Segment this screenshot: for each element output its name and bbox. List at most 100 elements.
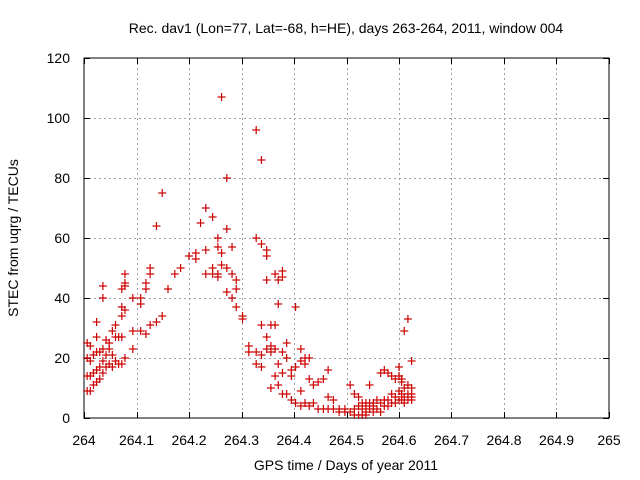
data-point: [314, 378, 323, 386]
data-point: [141, 285, 150, 293]
data-point: [217, 93, 226, 101]
x-tick-label: 264.8: [486, 432, 521, 448]
data-point: [111, 321, 120, 329]
data-point: [117, 312, 126, 320]
data-point: [257, 240, 266, 248]
data-point: [228, 294, 237, 302]
x-axis-label: GPS time / Days of year 2011: [254, 457, 438, 473]
data-point: [128, 327, 137, 335]
data-point: [252, 348, 261, 356]
data-point: [257, 363, 266, 371]
x-tick-label: 264.1: [119, 432, 154, 448]
data-point: [296, 402, 305, 410]
data-point: [196, 219, 205, 227]
data-point: [361, 411, 370, 419]
data-point: [252, 234, 261, 242]
data-point: [86, 342, 95, 350]
data-point: [117, 333, 126, 341]
data-point: [397, 378, 406, 386]
data-point: [262, 333, 271, 341]
data-point: [92, 318, 101, 326]
data-point: [170, 270, 179, 278]
data-point: [278, 369, 287, 377]
data-point: [152, 318, 161, 326]
data-point: [244, 348, 253, 356]
data-point: [141, 330, 150, 338]
data-point: [252, 360, 261, 368]
data-point: [158, 189, 167, 197]
y-axis-label: STEC from uqrg / TECUs: [5, 159, 21, 317]
data-point: [301, 360, 310, 368]
data-point: [287, 396, 296, 404]
data-point: [222, 174, 231, 182]
data-point: [296, 357, 305, 365]
data-point: [346, 408, 355, 416]
x-tick-label: 264.5: [329, 432, 364, 448]
data-point: [208, 213, 217, 221]
data-point: [271, 372, 280, 380]
y-tick-label: 0: [62, 410, 70, 426]
data-point: [354, 393, 363, 401]
data-point: [274, 300, 283, 308]
data-point: [266, 384, 275, 392]
data-point: [152, 222, 161, 230]
data-point: [191, 255, 200, 263]
data-point: [213, 243, 222, 251]
data-point: [128, 294, 137, 302]
data-point: [146, 321, 155, 329]
data-point: [232, 276, 241, 284]
data-point: [164, 285, 172, 293]
data-point: [98, 282, 107, 290]
data-point: [86, 357, 95, 365]
data-point: [252, 126, 261, 134]
x-tick-label: 265: [597, 432, 621, 448]
y-tick-label: 40: [54, 290, 70, 306]
data-point: [217, 261, 226, 269]
data-point: [324, 393, 333, 401]
data-point: [274, 276, 283, 284]
data-point: [266, 348, 275, 356]
data-point: [117, 360, 126, 368]
data-point: [350, 390, 359, 398]
data-point: [98, 369, 107, 377]
data-point: [213, 234, 222, 242]
data-point: [201, 246, 210, 254]
x-tick-labels: 264 264.1 264.2 264.3 264.4 264.5 264.6 264.7 26…: [72, 432, 621, 448]
x-tick-label: 264.2: [171, 432, 206, 448]
y-tick-labels: 0 20 40 60 80 100 120: [47, 50, 71, 426]
data-point: [296, 345, 305, 353]
x-tick-label: 264.6: [381, 432, 416, 448]
y-tick-label: 80: [54, 170, 70, 186]
data-point: [108, 351, 117, 359]
data-point: [257, 321, 266, 329]
data-point: [120, 270, 129, 278]
data-point: [136, 300, 145, 308]
data-point: [86, 387, 95, 395]
x-tick-label: 264.4: [276, 432, 311, 448]
data-point: [185, 252, 193, 260]
data-point: [176, 264, 185, 272]
data-point: [309, 399, 318, 407]
y-tick-label: 20: [54, 350, 70, 366]
data-point: [108, 327, 117, 335]
data-point: [400, 327, 409, 335]
data-point: [146, 270, 155, 278]
data-point: [201, 204, 210, 212]
data-point: [238, 315, 247, 323]
x-tick-label: 264.3: [224, 432, 259, 448]
y-tick-label: 120: [47, 50, 71, 66]
data-point: [201, 270, 210, 278]
data-point: [228, 270, 237, 278]
data-point: [282, 390, 291, 398]
data-point: [346, 381, 355, 389]
data-point: [228, 243, 237, 251]
x-tick-label: 264: [72, 432, 96, 448]
data-point: [271, 270, 280, 278]
data-point: [274, 381, 283, 389]
data-point: [287, 372, 296, 380]
data-point: [222, 288, 231, 296]
data-point: [291, 399, 300, 407]
data-point: [120, 354, 129, 362]
data-point: [92, 333, 101, 341]
